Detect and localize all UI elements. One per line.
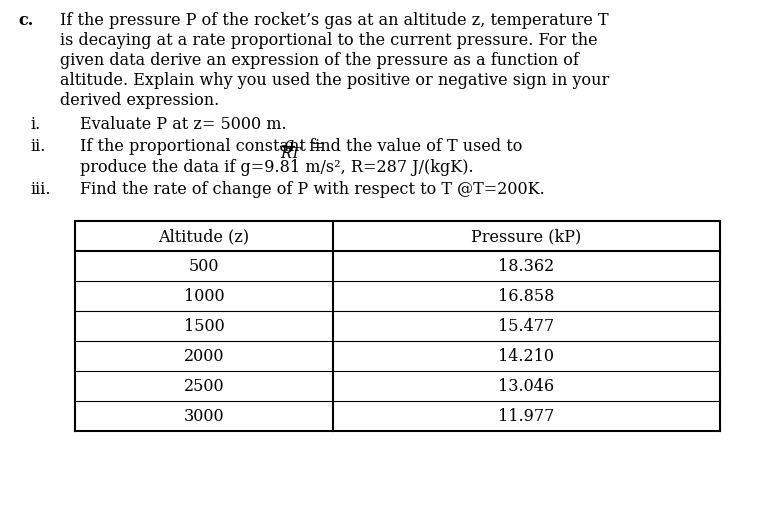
- Text: If the proportional constant =: If the proportional constant =: [80, 138, 330, 155]
- Text: g: g: [283, 136, 293, 153]
- Text: produce the data if g=9.81 m/s², R=287 J/(kgK).: produce the data if g=9.81 m/s², R=287 J…: [80, 159, 473, 176]
- Text: 11.977: 11.977: [498, 408, 555, 425]
- Text: If the pressure P of the rocket’s gas at an altitude z, temperature T: If the pressure P of the rocket’s gas at…: [60, 12, 609, 29]
- Text: 1500: 1500: [183, 318, 224, 335]
- Text: RT: RT: [280, 147, 301, 161]
- Text: 2000: 2000: [183, 348, 224, 365]
- Text: Evaluate P at z= 5000 m.: Evaluate P at z= 5000 m.: [80, 116, 287, 133]
- Text: 15.477: 15.477: [498, 318, 555, 335]
- Text: 13.046: 13.046: [498, 378, 555, 395]
- Text: derived expression.: derived expression.: [60, 92, 219, 109]
- Text: Altitude (z): Altitude (z): [158, 228, 250, 245]
- Text: given data derive an expression of the pressure as a function of: given data derive an expression of the p…: [60, 52, 579, 69]
- Text: Find the rate of change of P with respect to T @T=200K.: Find the rate of change of P with respec…: [80, 181, 545, 198]
- Text: is decaying at a rate proportional to the current pressure. For the: is decaying at a rate proportional to th…: [60, 32, 597, 49]
- Text: iii.: iii.: [30, 181, 50, 198]
- Text: ii.: ii.: [30, 138, 46, 155]
- Text: altitude. Explain why you used the positive or negative sign in your: altitude. Explain why you used the posit…: [60, 72, 610, 89]
- Text: 18.362: 18.362: [498, 258, 555, 275]
- Text: find the value of T used to: find the value of T used to: [304, 138, 522, 155]
- Text: c.: c.: [18, 12, 33, 29]
- Text: 1000: 1000: [183, 288, 224, 305]
- Text: 2500: 2500: [183, 378, 224, 395]
- Text: i.: i.: [30, 116, 40, 133]
- Text: 16.858: 16.858: [498, 288, 555, 305]
- Text: 500: 500: [189, 258, 219, 275]
- Text: 14.210: 14.210: [498, 348, 555, 365]
- Text: Pressure (kP): Pressure (kP): [471, 228, 581, 245]
- Text: 3000: 3000: [183, 408, 224, 425]
